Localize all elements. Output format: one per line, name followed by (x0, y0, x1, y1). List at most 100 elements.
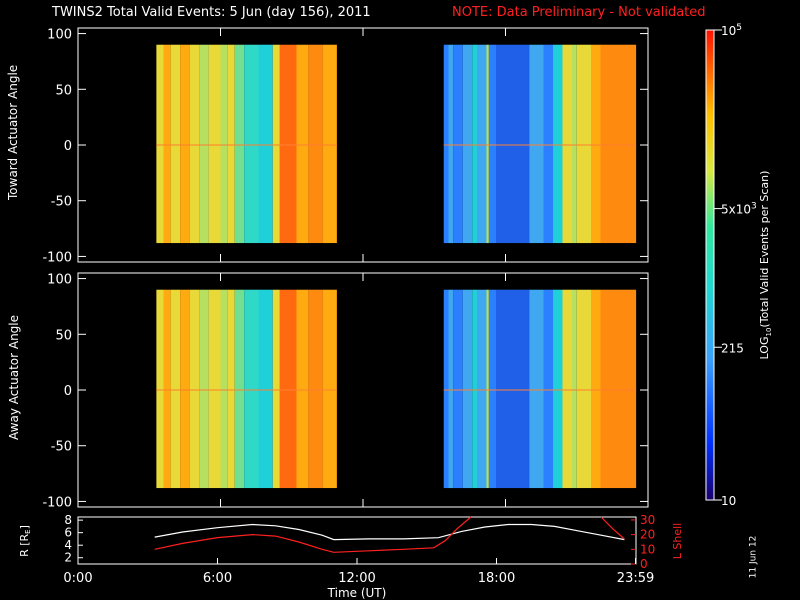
heatmap-band (488, 289, 496, 489)
heatmap-band (170, 44, 181, 244)
y-tick-label: 0 (64, 384, 72, 399)
heatmap-band (156, 44, 164, 244)
heatmap-band (308, 289, 323, 489)
radius-tick-label: 4 (64, 538, 72, 552)
y-tick-label: 0 (64, 139, 72, 154)
away-angle-panel: 100 50 0 -50 -100 (42, 272, 649, 510)
time-tick-label: 12:00 (338, 571, 375, 586)
lshell-tick-label: 0 (640, 557, 648, 571)
heatmap-band (279, 44, 297, 244)
time-tick-label: 18:00 (478, 571, 515, 586)
heatmap-band (562, 44, 572, 244)
heatmap-band (272, 44, 280, 244)
heatmap-band (279, 289, 297, 489)
chart-title: TWINS2 Total Valid Events: 5 Jun (day 15… (52, 5, 371, 20)
heatmap-band (244, 44, 259, 244)
lshell-line (600, 516, 625, 540)
away-y-ticks: 100 50 0 -50 -100 (42, 273, 648, 510)
heatmap-band (443, 289, 449, 489)
away-axis-label: Away Actuator Angle (7, 314, 21, 440)
heatmap-band (576, 289, 591, 489)
lshell-line (154, 516, 472, 553)
away-heatmap (156, 289, 637, 489)
heatmap-band (553, 44, 563, 244)
heatmap-band (308, 44, 323, 244)
y-tick-label: 50 (55, 83, 72, 98)
heatmap-band (170, 289, 181, 489)
heatmap-band (562, 289, 572, 489)
heatmap-band (553, 289, 563, 489)
away-x-ticks (77, 273, 649, 507)
heatmap-band (477, 44, 487, 244)
heatmap-band (591, 289, 601, 489)
toward-heatmap (156, 44, 637, 244)
heatmap-band (496, 289, 530, 489)
heatmap-band (189, 289, 200, 489)
heatmap-band (322, 44, 337, 244)
orbit-lines (154, 516, 625, 553)
colorbar-tick-label: 105 (721, 23, 742, 38)
heatmap-band (600, 289, 637, 489)
colorbar-tick-label: 215 (721, 341, 744, 355)
heatmap-band (163, 289, 171, 489)
heatmap-band (443, 44, 449, 244)
heatmap-band (227, 44, 235, 244)
heatmap-band (462, 44, 473, 244)
time-tick-label: 6:00 (203, 571, 232, 586)
heatmap-band (234, 44, 245, 244)
time-axis-label: Time (UT) (327, 586, 387, 600)
heatmap-band (189, 44, 200, 244)
heatmap-band (234, 289, 245, 489)
generation-date: 11 Jun 12 (748, 535, 759, 579)
y-tick-label: -100 (42, 250, 72, 265)
heatmap-band (208, 289, 221, 489)
heatmap-band (448, 44, 454, 244)
toward-x-ticks (77, 28, 649, 262)
heatmap-band (156, 289, 164, 489)
radius-tick-label: 6 (64, 526, 72, 540)
colorbar: 105 5x103 215 10 LOG10(Total Valid Events p… (705, 23, 773, 508)
radius-axis-label: R [RE] (18, 525, 32, 557)
preliminary-note: NOTE: Data Preliminary - Not validated (452, 5, 706, 20)
time-tick-label: 23:59 (617, 571, 654, 586)
heatmap-band (272, 289, 280, 489)
radius-tick-label: 8 (64, 513, 72, 527)
heatmap-band (543, 289, 553, 489)
colorbar-ticks: 105 5x103 215 10 (714, 23, 757, 508)
toward-axis-label: Toward Actuator Angle (6, 64, 20, 200)
heatmap-band (486, 289, 489, 489)
heatmap-band (199, 289, 209, 489)
heatmap-band (591, 44, 601, 244)
heatmap-band (322, 289, 337, 489)
y-tick-label: -50 (51, 195, 72, 210)
orbit-panel-frame (77, 516, 637, 565)
heatmap-band (220, 289, 228, 489)
y-tick-label: -100 (42, 495, 72, 510)
heatmap-band (208, 44, 221, 244)
heatmap-band (180, 289, 190, 489)
heatmap-band (453, 44, 463, 244)
radius-line (154, 523, 625, 541)
heatmap-band (296, 289, 309, 489)
radius-tick-label: 2 (64, 551, 72, 565)
colorbar-tick-label: 10 (721, 494, 736, 508)
heatmap-band (244, 289, 259, 489)
heatmap-band (163, 44, 171, 244)
heatmap-band (572, 44, 577, 244)
colorbar-tick-label: 5x103 (721, 202, 757, 217)
heatmap-band (462, 289, 473, 489)
heatmap-band (199, 44, 209, 244)
lshell-axis-label: L Shell (671, 523, 684, 559)
y-tick-label: -50 (51, 440, 72, 455)
colorbar-label: LOG10(Total Valid Events per Scan) (758, 171, 773, 360)
heatmap-band (529, 44, 544, 244)
heatmap-band (472, 289, 477, 489)
heatmap-band (296, 44, 309, 244)
heatmap-band (227, 289, 235, 489)
heatmap-band (472, 44, 477, 244)
colorbar-gradient (706, 30, 714, 500)
y-tick-label: 100 (47, 273, 72, 288)
heatmap-band (572, 289, 577, 489)
